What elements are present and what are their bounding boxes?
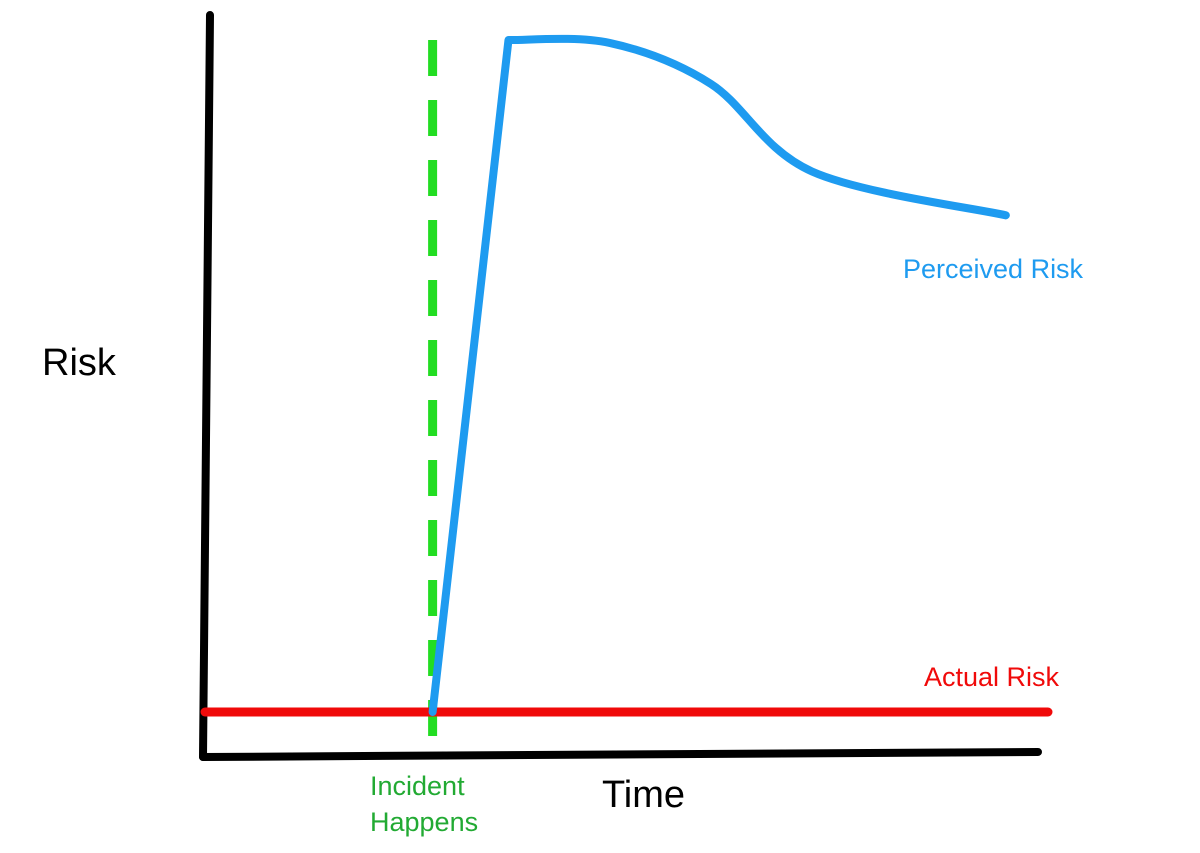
series-line-perceived-risk: [428, 34, 1010, 716]
series-label-actual-risk: Actual Risk: [924, 662, 1060, 692]
incident-annotation-line-1: Incident: [370, 771, 465, 801]
y-axis: [199, 11, 214, 761]
incident-annotation-line-2: Happens: [370, 807, 478, 837]
series-label-perceived-risk: Perceived Risk: [903, 254, 1084, 284]
y-axis-label: Risk: [42, 342, 117, 384]
x-axis: [199, 748, 1042, 761]
x-axis-label: Time: [602, 774, 685, 816]
axes: [199, 11, 1042, 761]
